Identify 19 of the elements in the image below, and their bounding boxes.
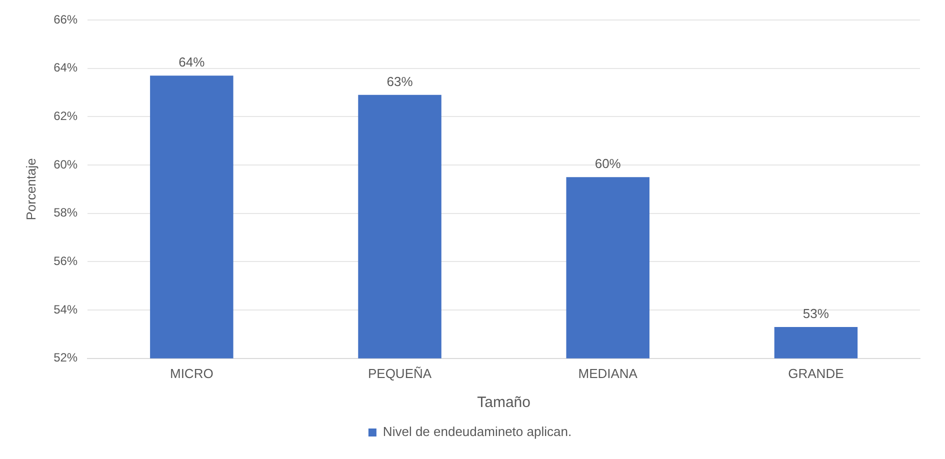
y-axis-title: Porcentaje [23, 158, 38, 220]
y-tick-label: 66% [54, 12, 78, 26]
legend-label: Nivel de endeudamineto aplican. [382, 424, 572, 440]
x-tick-label: MICRO [170, 366, 214, 381]
y-tick-label: 56% [54, 254, 78, 268]
y-tick-label: 60% [54, 157, 78, 172]
y-tick-label: 58% [54, 206, 78, 220]
x-tick-label: MEDIANA [578, 366, 638, 381]
x-axis-title: Tamaño [477, 394, 530, 412]
data-label: 60% [594, 156, 622, 172]
y-tick-label: 64% [54, 60, 78, 75]
data-label: 63% [386, 74, 414, 90]
x-tick-label: GRANDE [788, 366, 844, 381]
data-label: 64% [178, 54, 206, 70]
x-tick-label: PEQUEÑA [368, 366, 432, 381]
y-tick-label: 52% [54, 350, 78, 365]
y-tick-label: 54% [54, 302, 78, 316]
data-label: 53% [802, 306, 830, 322]
y-tick-label: 62% [54, 109, 78, 123]
